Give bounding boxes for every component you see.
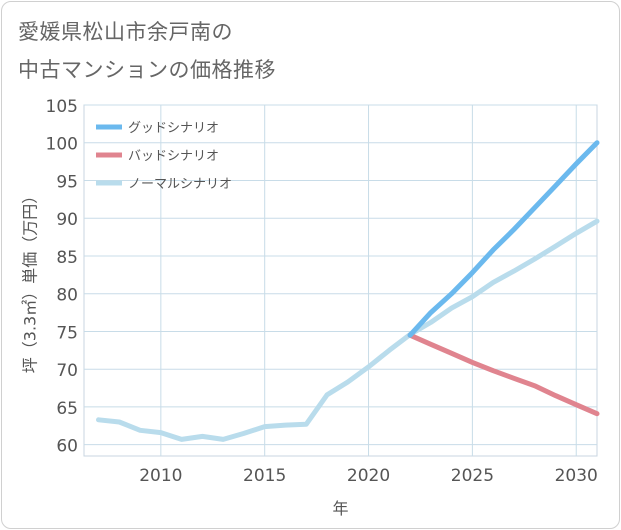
chart-title-line-2: 中古マンションの価格推移 <box>18 58 276 82</box>
y-tick-label: 105 <box>46 97 78 117</box>
y-tick-label: 100 <box>46 135 78 155</box>
axes: 60 65 70 75 80 85 90 95 100 105 2010 2015 2020 2025 20… <box>21 97 598 518</box>
y-tick-label: 90 <box>56 210 78 230</box>
x-tick-label: 2030 <box>555 466 598 486</box>
grid <box>83 104 598 457</box>
legend-label: グッドシナリオ <box>128 121 219 136</box>
y-tick-label: 70 <box>56 361 78 381</box>
x-tick-label: 2015 <box>243 466 286 486</box>
series-line-2 <box>407 332 600 417</box>
legend-label: ノーマルシナリオ <box>128 177 232 192</box>
x-axis-title: 年 <box>332 499 348 518</box>
x-tick-label: 2020 <box>347 466 390 486</box>
y-tick-label: 65 <box>56 399 78 419</box>
y-tick-label: 85 <box>56 248 78 268</box>
y-tick-label: 75 <box>56 323 78 343</box>
series-lines <box>96 140 600 442</box>
chart-title-line-1: 愛媛県松山市余戸南の <box>18 20 233 44</box>
y-tick-label: 95 <box>56 172 78 192</box>
series-line-1 <box>407 140 600 338</box>
x-tick-label: 2010 <box>139 466 182 486</box>
y-tick-label: 80 <box>56 286 78 306</box>
legend-label: バッドシナリオ <box>128 149 219 164</box>
y-axis-title: 坪（3.3㎡）単価（万円） <box>21 188 40 373</box>
y-tick-label: 60 <box>56 437 78 457</box>
x-tick-label: 2025 <box>451 466 494 486</box>
series-line-3 <box>96 218 600 442</box>
